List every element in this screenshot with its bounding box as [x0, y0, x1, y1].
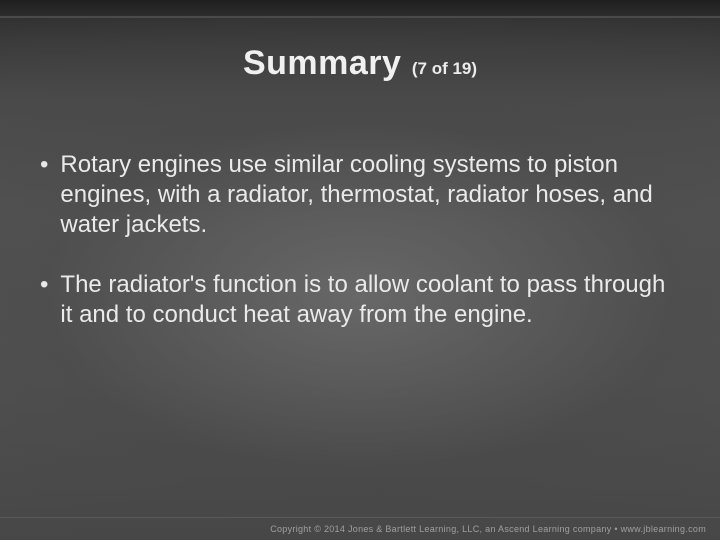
bullet-text: The radiator's function is to allow cool…	[60, 270, 682, 330]
slide-title: Summary (7 of 19)	[0, 44, 720, 83]
bullet-dot-icon: •	[40, 150, 48, 180]
title-sub: (7 of 19)	[412, 59, 477, 78]
content-area: • Rotary engines use similar cooling sys…	[38, 150, 682, 360]
title-main: Summary	[243, 44, 401, 82]
bullet-dot-icon: •	[40, 270, 48, 300]
top-band	[0, 0, 720, 18]
footer-rule	[0, 517, 720, 518]
copyright-footer: Copyright © 2014 Jones & Bartlett Learni…	[270, 524, 706, 534]
bullet-item: • The radiator's function is to allow co…	[38, 270, 682, 330]
bullet-text: Rotary engines use similar cooling syste…	[60, 150, 682, 240]
bullet-item: • Rotary engines use similar cooling sys…	[38, 150, 682, 240]
